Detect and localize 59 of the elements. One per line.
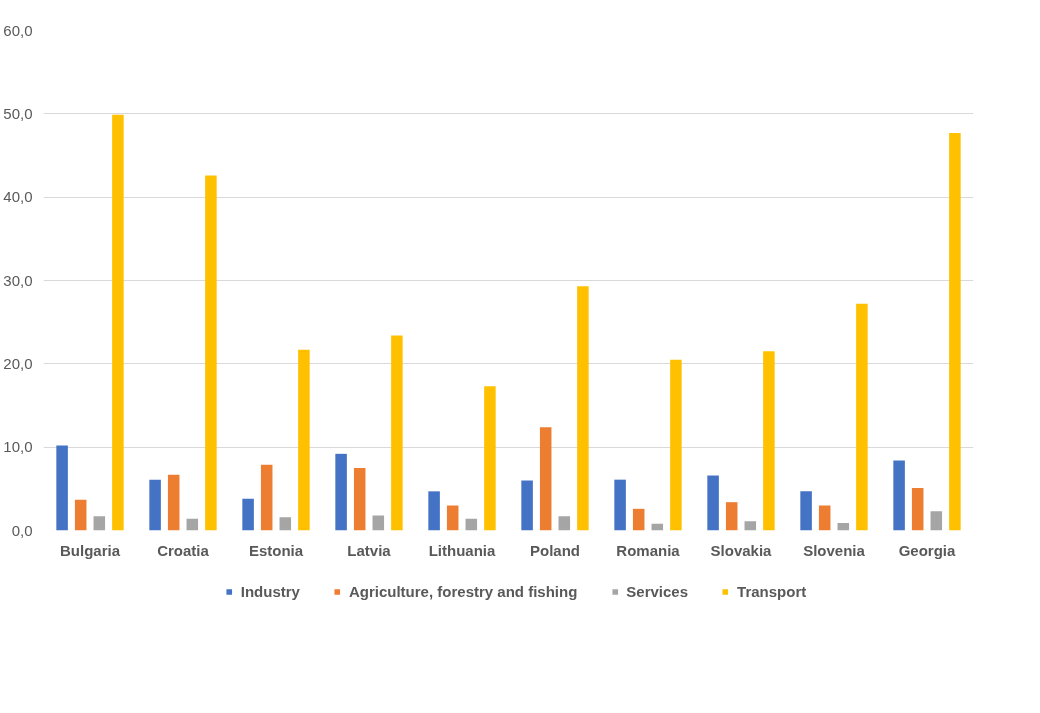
bar (911, 488, 924, 531)
bar (632, 508, 645, 531)
bar (818, 505, 831, 531)
bar (577, 286, 589, 531)
bar (242, 498, 254, 531)
bar (391, 335, 403, 531)
bar (112, 114, 124, 531)
y-tick-label: 40,0 (3, 188, 33, 206)
bar (335, 453, 347, 531)
x-tick-label: Croatia (157, 541, 210, 559)
y-tick-label: 20,0 (3, 354, 33, 372)
bar (744, 521, 757, 531)
bar (930, 511, 943, 531)
bar (893, 460, 905, 531)
bar (186, 518, 199, 531)
bar (149, 479, 161, 531)
y-tick-label: 10,0 (3, 438, 33, 456)
legend-label: Services (626, 582, 689, 600)
y-tick-label: 0,0 (11, 521, 33, 539)
bar (74, 499, 87, 531)
bar (56, 445, 68, 531)
bar (800, 491, 812, 531)
x-tick-label: Romania (616, 541, 681, 559)
x-tick-label: Estonia (248, 541, 304, 559)
x-tick-label: Bulgaria (59, 541, 121, 559)
bar (93, 516, 106, 531)
bar (707, 475, 719, 531)
y-tick-label: 50,0 (3, 104, 33, 122)
bar (856, 303, 868, 531)
bar (484, 386, 496, 531)
bar (521, 480, 533, 531)
bar (279, 517, 292, 531)
x-tick-label: Poland (530, 541, 581, 559)
bar (725, 502, 738, 531)
bar (446, 505, 459, 531)
y-tick-label: 30,0 (3, 271, 33, 289)
bar (763, 351, 775, 531)
bar (205, 175, 217, 531)
legend-label: Agriculture, forestry and fishing (348, 582, 578, 600)
x-tick-label: Slovakia (710, 541, 773, 559)
x-tick-label: Lithuania (428, 541, 496, 559)
bar (837, 523, 850, 531)
y-tick-label: 60,0 (3, 21, 33, 39)
bar (949, 133, 961, 531)
bar (260, 464, 273, 531)
bar (167, 474, 180, 531)
bar (428, 491, 440, 531)
bar (558, 516, 571, 531)
x-tick-label: Latvia (347, 541, 392, 559)
bar (298, 349, 310, 531)
legend-label: Industry (240, 582, 300, 600)
bar (614, 479, 626, 531)
x-tick-label: Georgia (898, 541, 956, 559)
legend-label: Transport (737, 582, 807, 600)
x-tick-label: Slovenia (803, 541, 866, 559)
bar (465, 518, 478, 531)
bar (353, 468, 366, 531)
bar (670, 359, 682, 531)
bar (539, 427, 552, 531)
